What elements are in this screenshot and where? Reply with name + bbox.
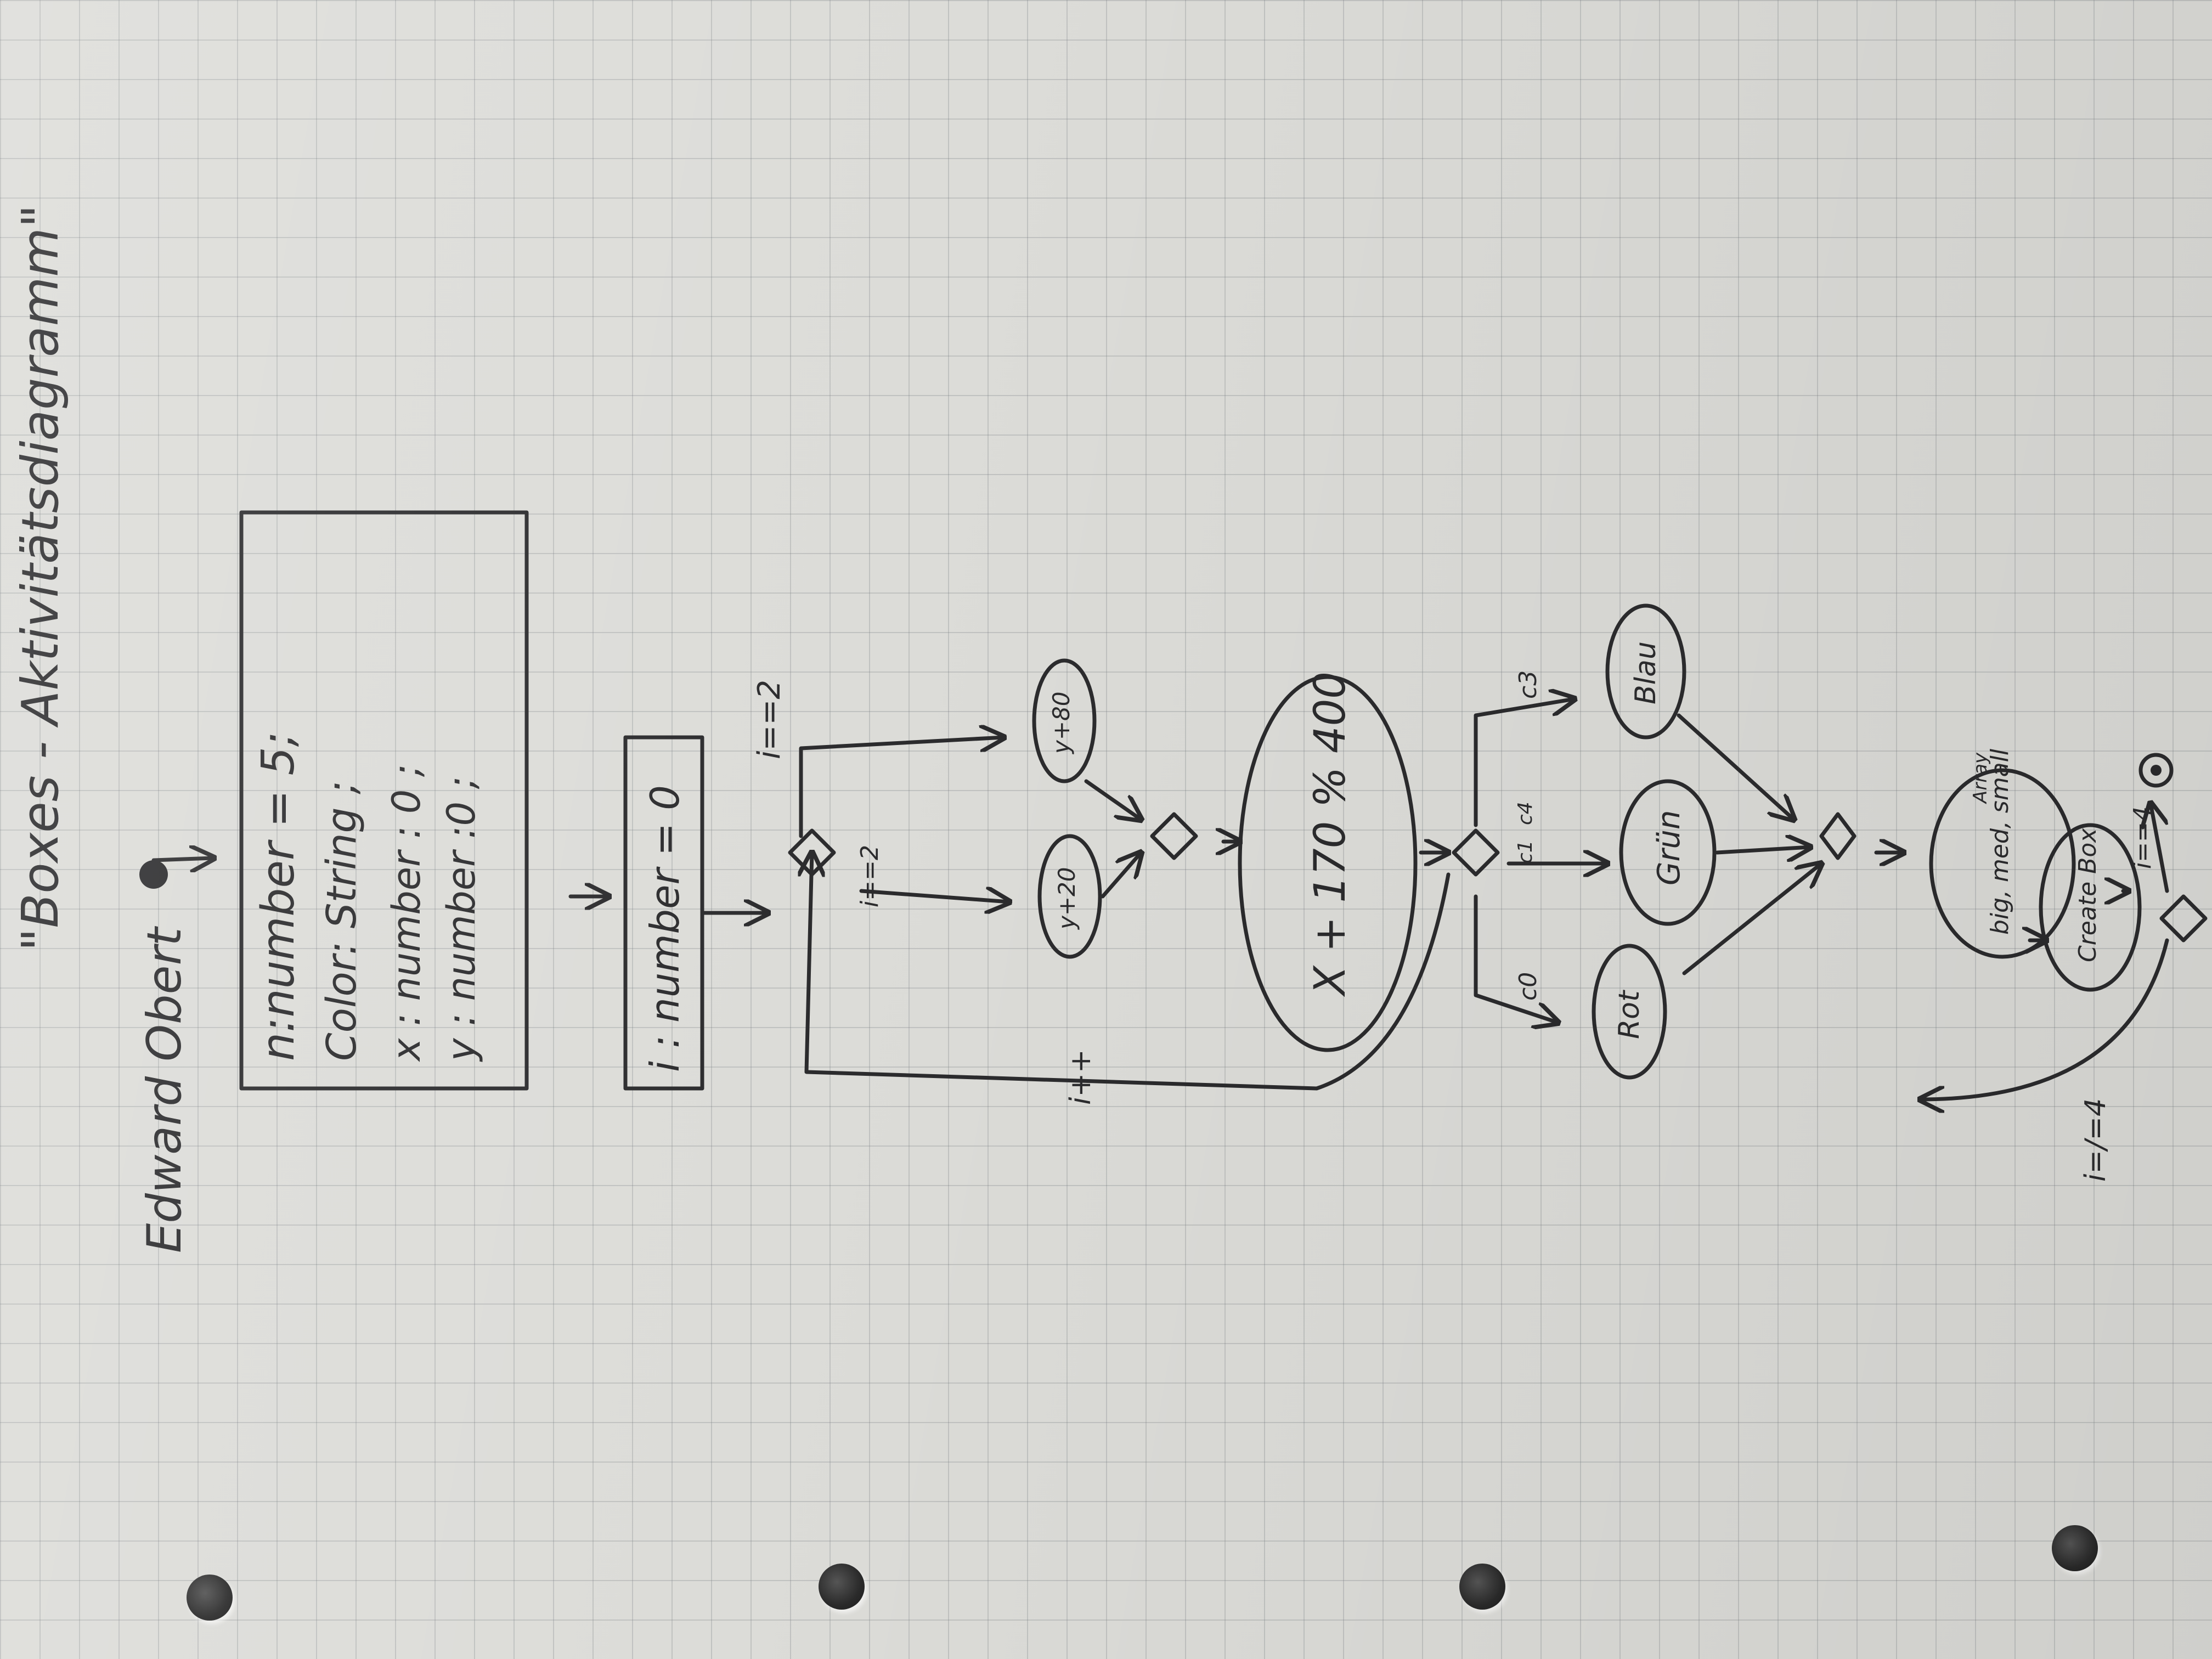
author-name: Edward Obert — [137, 927, 192, 1253]
decl-x: x : number : 0 ; — [384, 764, 429, 1061]
y20-label: y+20 — [1053, 867, 1080, 930]
y80-label: y+80 — [1048, 691, 1075, 754]
decl-n: n:number = 5; — [252, 731, 304, 1061]
edge-rot-merge — [1682, 864, 1821, 975]
edge-end — [2151, 803, 2169, 893]
create-label: Create Box — [2074, 828, 2102, 962]
rot-node — [1592, 944, 1667, 1080]
y80-node — [1032, 658, 1097, 783]
guard-y-branch: i==2 — [856, 845, 884, 907]
guard-c4: c4 — [1514, 802, 1537, 825]
edge-c0 — [1474, 894, 1558, 1023]
edge-loop-y20 — [859, 891, 1009, 902]
punch-hole-2 — [819, 1564, 865, 1610]
modulo-node — [1238, 675, 1418, 1052]
grun-node — [1619, 779, 1717, 926]
punch-hole-1 — [187, 1575, 233, 1621]
end-node-core — [2151, 765, 2162, 776]
edge-y80-merge — [1084, 779, 1141, 820]
init-label: i : number = 0 — [642, 785, 688, 1072]
edge-y20-merge — [1101, 853, 1141, 899]
diagram-title: "Boxes - Aktivitätsdiagramm" — [11, 204, 70, 951]
punch-hole-4 — [2052, 1525, 2098, 1571]
guard-repeat: i=/=4 — [2079, 1098, 2112, 1182]
y20-node — [1037, 834, 1102, 959]
final-diamond — [2159, 894, 2208, 943]
edge-blau-merge — [1677, 713, 1794, 820]
edge-loop-up — [799, 737, 1004, 838]
modulo-label: X + 170 % 400 — [1306, 672, 1355, 995]
guard-increment: i++ — [1064, 1049, 1097, 1105]
merge-diamond-2 — [1819, 812, 1857, 860]
start-node — [139, 860, 168, 889]
edge-grun-merge — [1715, 847, 1810, 853]
rot-label: Rot — [1613, 990, 1646, 1039]
punch-hole-3 — [1459, 1564, 1505, 1610]
decl-color: Color: String ; — [318, 781, 365, 1061]
guard-end: i==4 — [2129, 806, 2157, 869]
decl-y: y : number :0 ; — [439, 776, 484, 1061]
guard-c0: c0 — [1514, 972, 1542, 1001]
guard-loop-exit: i==2 — [752, 679, 787, 759]
guard-c3: c3 — [1514, 670, 1542, 699]
declarations-box — [239, 510, 529, 1091]
blau-node — [1605, 603, 1686, 740]
edge-loop-back — [806, 853, 1451, 1091]
edge-repeat — [1920, 938, 2169, 1099]
create-node — [2039, 823, 2142, 992]
edge-start-decl — [151, 858, 214, 860]
array-label: big, med, small — [1986, 748, 2014, 935]
color-diamond — [1452, 828, 1500, 877]
edge-c3 — [1474, 699, 1575, 827]
array-node — [1929, 768, 2076, 959]
end-node — [2138, 753, 2174, 788]
guard-c1: c1 — [1514, 840, 1537, 864]
merge-diamond-1 — [1150, 812, 1198, 860]
blau-label: Blau — [1629, 641, 1662, 704]
grun-label: Grün — [1651, 810, 1687, 885]
